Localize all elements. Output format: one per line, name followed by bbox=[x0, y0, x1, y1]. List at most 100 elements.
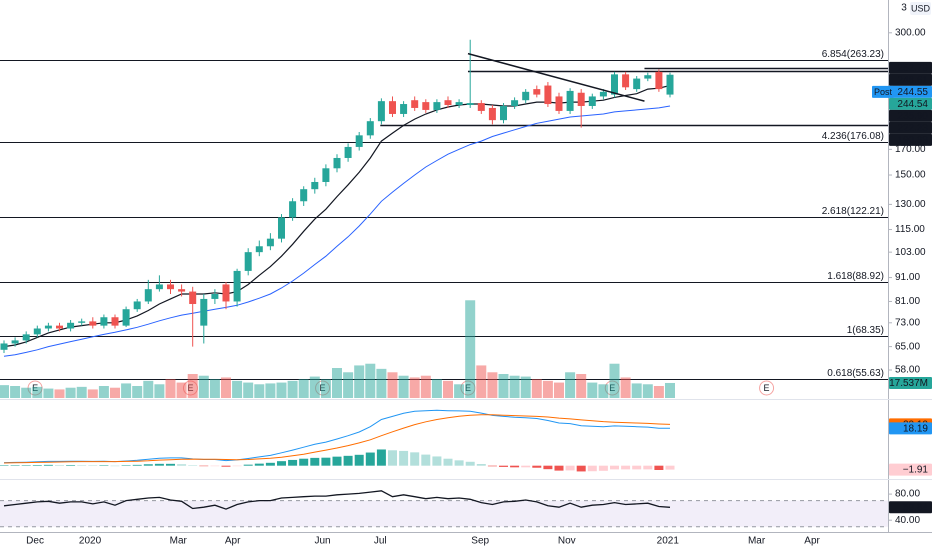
y-tick-label: 58.00 bbox=[895, 365, 920, 376]
y-tick-label: 91.00 bbox=[895, 272, 920, 283]
volume-bar bbox=[398, 375, 409, 398]
volume-bar bbox=[254, 384, 265, 398]
candle-body bbox=[422, 102, 430, 110]
macd-histogram-bar bbox=[354, 454, 364, 466]
earnings-label: E bbox=[764, 383, 770, 393]
candle-body bbox=[122, 309, 130, 326]
price-tag: 190.99 bbox=[897, 135, 928, 146]
macd-histogram-bar bbox=[665, 465, 675, 470]
x-tick-label: Nov bbox=[558, 536, 576, 547]
macd-histogram-bar bbox=[399, 450, 409, 466]
volume-bar bbox=[154, 384, 165, 398]
candle-body bbox=[22, 334, 30, 341]
volume-bar bbox=[620, 377, 631, 398]
volume-bar bbox=[576, 374, 587, 398]
volume-bar bbox=[476, 365, 487, 398]
macd-histogram-bar bbox=[376, 449, 386, 466]
currency-box[interactable] bbox=[910, 2, 931, 15]
macd-histogram-bar bbox=[110, 465, 120, 467]
volume-bar bbox=[287, 380, 298, 398]
volume-bar bbox=[520, 376, 531, 398]
volume-bar bbox=[132, 386, 143, 398]
macd-tag: 18.19 bbox=[903, 423, 928, 434]
volume-bar bbox=[442, 380, 453, 398]
volume-bar bbox=[265, 383, 276, 398]
price-tag-box bbox=[889, 85, 932, 98]
macd-histogram-bar bbox=[465, 461, 475, 466]
volume-bar bbox=[298, 379, 309, 398]
rsi-tag-box bbox=[889, 501, 932, 514]
volume-bar bbox=[609, 363, 620, 398]
rsi-line bbox=[3, 490, 671, 510]
y-tick-label: 65.00 bbox=[895, 341, 920, 352]
candle-body bbox=[200, 298, 208, 326]
macd-histogram-bar bbox=[299, 458, 309, 466]
price-tag: 235.90 bbox=[897, 111, 928, 122]
volume-bar bbox=[54, 389, 65, 398]
candle-body bbox=[655, 71, 663, 90]
candle-body bbox=[411, 100, 419, 108]
macd-histogram-bar bbox=[532, 465, 542, 468]
macd-histogram-bar bbox=[410, 452, 420, 466]
currency[interactable]: USD bbox=[911, 3, 931, 13]
macd-histogram-bar bbox=[454, 460, 464, 466]
macd-tag: −1.91 bbox=[903, 465, 929, 476]
fib-label: 2.618(122.21) bbox=[822, 206, 884, 217]
candle-body bbox=[488, 107, 496, 121]
candle-body bbox=[366, 121, 374, 136]
volume-bar bbox=[653, 386, 664, 398]
trend-line bbox=[467, 52, 645, 102]
volume-bar bbox=[631, 383, 642, 398]
price-tag: 244.55 bbox=[897, 87, 928, 98]
macd-histogram-bar bbox=[121, 465, 131, 466]
price-tag: 248.61 bbox=[897, 75, 928, 86]
volume-bar bbox=[98, 386, 109, 398]
macd-histogram-bar bbox=[165, 463, 175, 466]
candle-body bbox=[444, 100, 452, 106]
macd-histogram-bar bbox=[243, 464, 253, 466]
price-tag-box bbox=[889, 133, 932, 146]
candle-body bbox=[388, 101, 396, 114]
volume-bar bbox=[553, 382, 564, 398]
x-tick-label: Dec bbox=[26, 536, 44, 547]
volume-bar bbox=[0, 385, 9, 398]
volume-bar bbox=[243, 382, 254, 398]
macd-histogram-bar bbox=[654, 465, 664, 470]
macd-histogram-bar bbox=[21, 465, 31, 466]
volume-bar bbox=[309, 376, 320, 398]
macd-histogram-bar bbox=[232, 465, 242, 467]
price-tag-badge-box bbox=[872, 85, 894, 98]
candle-body bbox=[355, 135, 363, 147]
candle-body bbox=[155, 284, 163, 290]
x-tick-label: 2021 bbox=[657, 536, 680, 547]
volume-bar bbox=[420, 375, 431, 398]
volume-bar bbox=[431, 379, 442, 398]
macd-tag-box bbox=[889, 422, 932, 435]
candle-body bbox=[144, 289, 152, 302]
macd-histogram-bar bbox=[498, 465, 508, 467]
volume-bar bbox=[320, 379, 331, 398]
y-tick-label: 130.00 bbox=[895, 199, 926, 210]
price-tag-box bbox=[889, 97, 932, 110]
y-tick-label: 170.00 bbox=[895, 144, 926, 155]
volume-bar bbox=[143, 380, 154, 398]
x-tick-label: Sep bbox=[471, 536, 489, 547]
macd-histogram-bar bbox=[99, 465, 109, 466]
y-tick-label: 73.00 bbox=[895, 317, 920, 328]
macd-histogram-bar bbox=[43, 464, 53, 466]
volume-bar bbox=[642, 384, 653, 398]
volume-bar bbox=[343, 372, 354, 398]
candle-body bbox=[466, 103, 474, 106]
volume-bar bbox=[276, 382, 287, 398]
candle-body bbox=[477, 103, 485, 111]
candle-body bbox=[0, 343, 8, 350]
macd-histogram-bar bbox=[321, 457, 331, 466]
macd-histogram-bar bbox=[199, 465, 209, 467]
candle-body bbox=[133, 301, 141, 310]
volume-bar bbox=[487, 372, 498, 398]
volume-tag: 17.537M bbox=[889, 378, 928, 389]
scale-mode[interactable]: 3 bbox=[901, 3, 907, 14]
fib-label: 1(68.35) bbox=[847, 325, 884, 336]
